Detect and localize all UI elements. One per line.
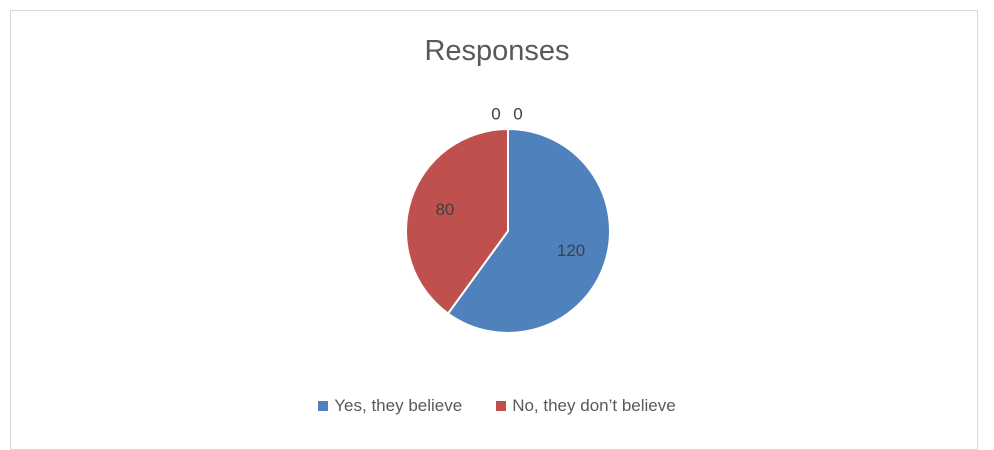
data-label-no: 80: [435, 200, 454, 219]
legend-label-no: No, they don’t believe: [512, 396, 676, 415]
pie-slice-yes: [446, 127, 611, 334]
legend: Yes, they believe No, they don’t believe: [0, 396, 994, 416]
legend-swatch-yes: [318, 401, 329, 411]
legend-entry-yes: Yes, they believe: [318, 396, 462, 416]
data-label-yes: 120: [557, 241, 585, 260]
legend-entry-no: No, they don’t believe: [496, 396, 676, 416]
legend-label-yes: Yes, they believe: [334, 396, 463, 415]
data-label-3: 0: [491, 104, 500, 123]
pie-chart: 120 80 0 0: [405, 104, 611, 334]
data-label-4: 0: [513, 104, 522, 123]
chart-title: Responses: [424, 35, 570, 67]
legend-swatch-no: [496, 401, 507, 411]
pie-slice-no: [405, 127, 509, 315]
